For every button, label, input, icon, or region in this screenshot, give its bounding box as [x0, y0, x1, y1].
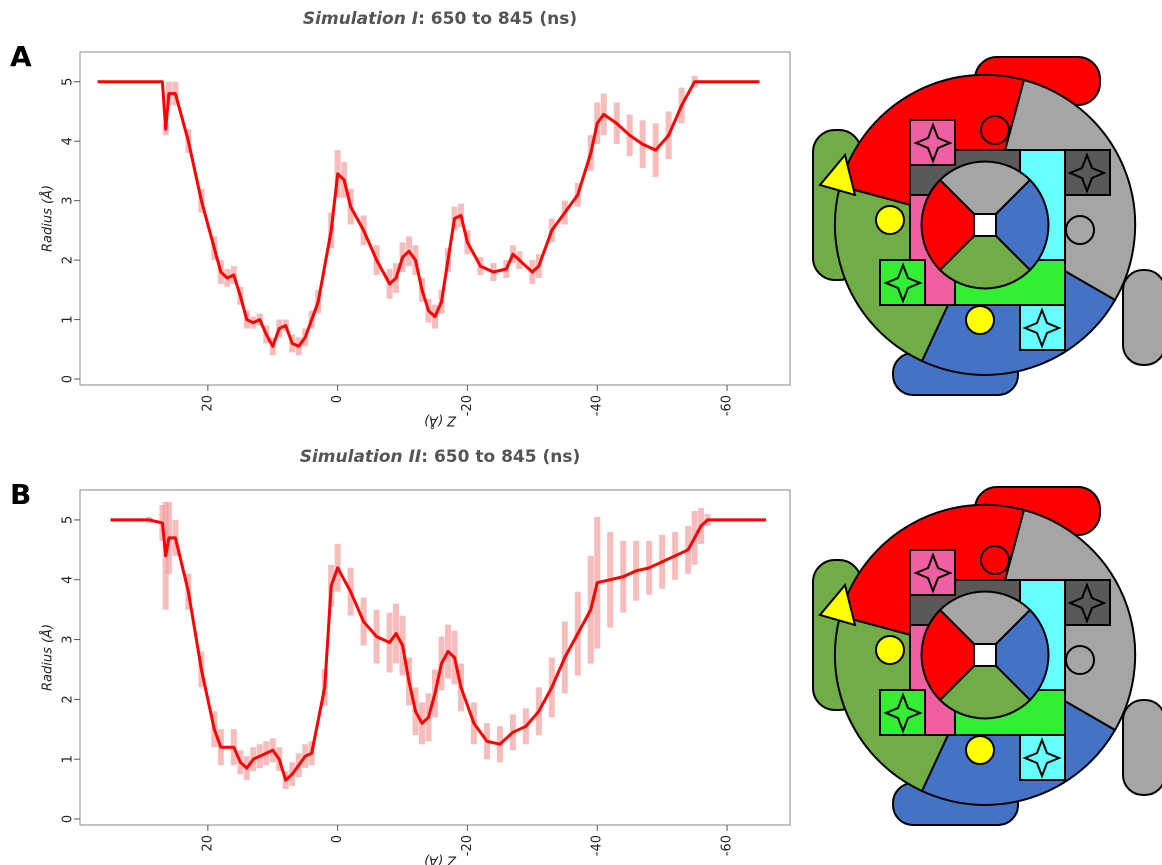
title-rest: : 650 to 845 (ns) [418, 9, 577, 29]
x-tick-label: 20 [200, 395, 215, 412]
panel-label: B [10, 478, 31, 511]
x-tick-label: 0 [330, 395, 345, 403]
panel-label: A [10, 40, 32, 73]
y-tick-label: 0 [61, 815, 76, 823]
x-tick-label: -40 [590, 835, 605, 856]
x-tick-label: -20 [460, 395, 475, 416]
x-axis-label: Z (Å) [424, 853, 457, 865]
chart-title: Simulation I: 650 to 845 (ns) [303, 9, 577, 29]
x-tick-label: -60 [720, 395, 735, 416]
x-tick-label: -40 [590, 395, 605, 416]
y-tick-label: 2 [61, 256, 76, 264]
y-tick-label: 1 [61, 755, 76, 763]
y-tick-label: 5 [61, 516, 76, 524]
x-tick-label: 0 [330, 835, 345, 843]
y-tick-label: 1 [61, 315, 76, 323]
data-line [97, 80, 760, 348]
plot-frame [79, 489, 791, 826]
y-tick-label: 3 [61, 635, 76, 643]
y-tick-label: 2 [61, 695, 76, 703]
chart-title: Simulation II: 650 to 845 (ns) [300, 447, 581, 467]
title-rest: : 650 to 845 (ns) [421, 447, 580, 467]
y-axis-label: Radius (Å) [40, 624, 56, 691]
y-tick-label: 5 [61, 78, 76, 86]
data-line [110, 518, 766, 782]
y-tick-label: 4 [61, 576, 76, 584]
x-tick-label: -20 [460, 835, 475, 856]
title-emphasis: Simulation II [300, 447, 422, 467]
diagram [812, 56, 1162, 396]
y-tick-label: 0 [61, 375, 76, 383]
x-axis-label: Z (Å) [424, 413, 457, 429]
x-tick-label: 20 [200, 835, 215, 852]
x-tick-label: -60 [720, 835, 735, 856]
y-axis-label: Radius (Å) [40, 185, 56, 252]
y-tick-label: 4 [61, 137, 76, 145]
y-tick-label: 3 [61, 197, 76, 205]
plot-frame [79, 51, 791, 386]
title-emphasis: Simulation I [303, 9, 418, 29]
diagram [812, 486, 1162, 826]
